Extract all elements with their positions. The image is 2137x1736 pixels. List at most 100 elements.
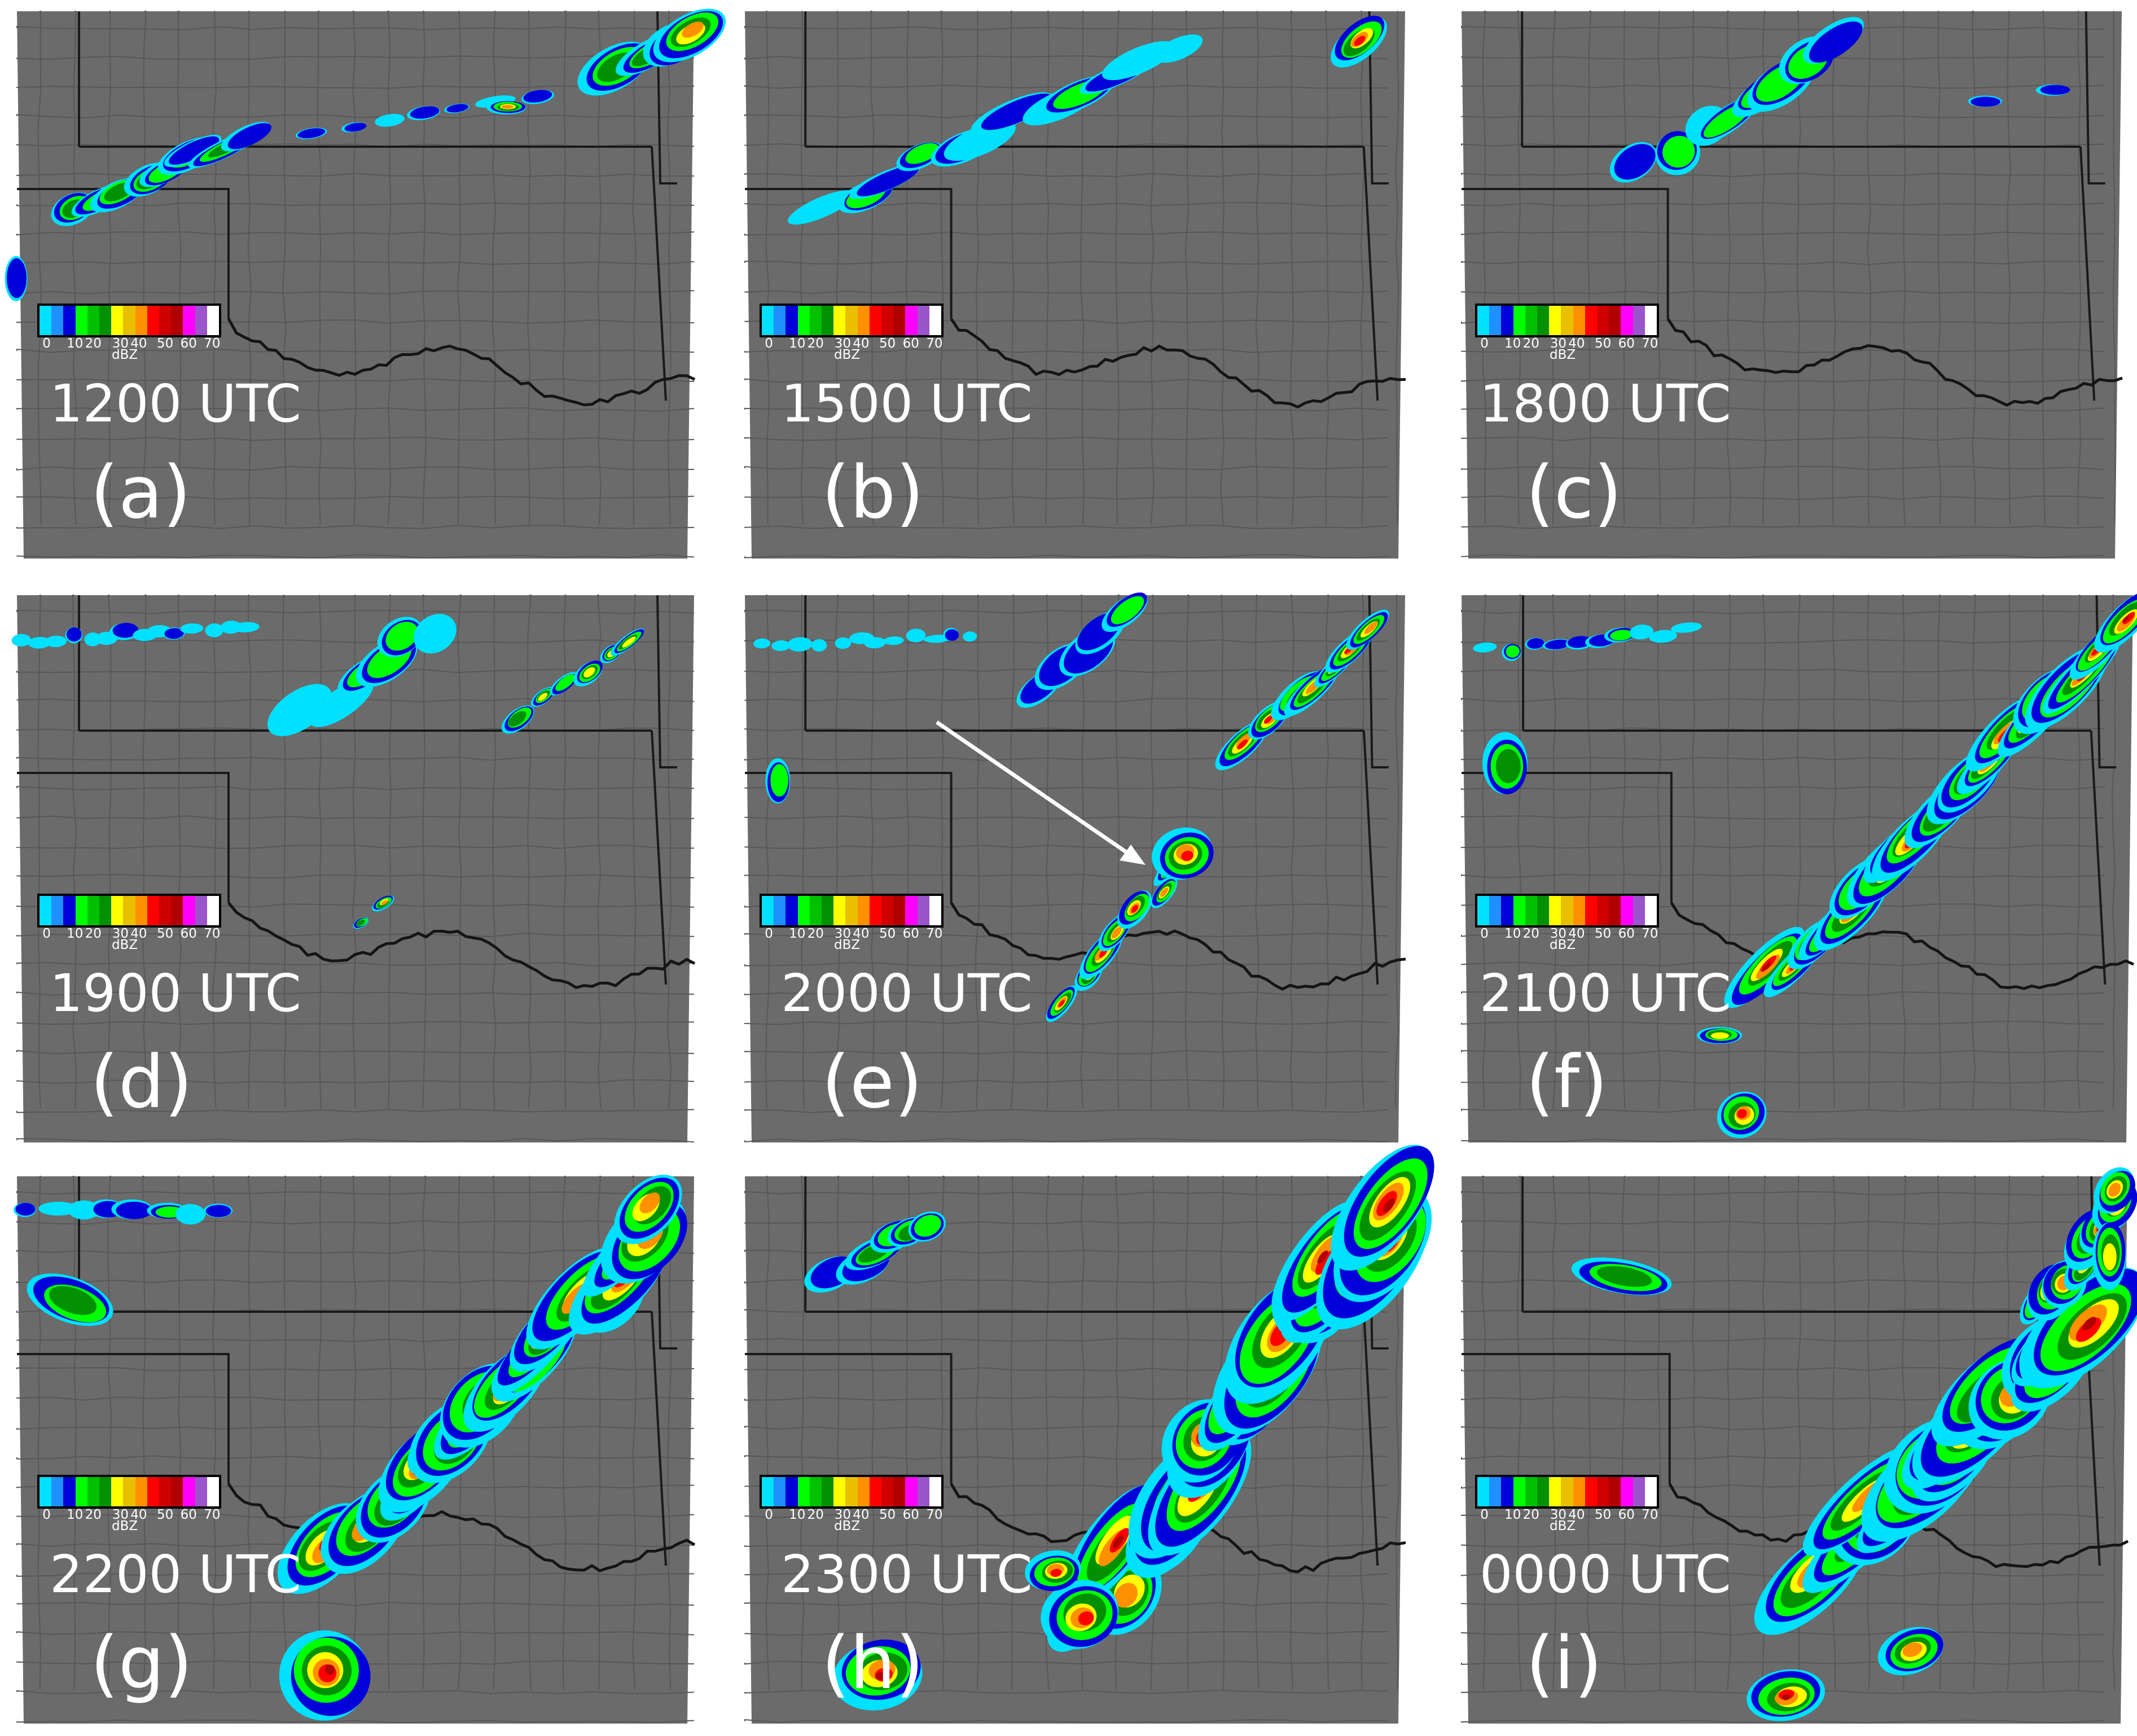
reflectivity-cell — [1046, 985, 1078, 1022]
colorbar-strip — [37, 1475, 221, 1509]
map-background — [1462, 1176, 2127, 1724]
state-boundary — [651, 730, 667, 985]
state-boundary — [656, 11, 677, 184]
county-line — [905, 595, 910, 1109]
colorbar-tick-label: 70 — [926, 1508, 943, 1522]
colorbar-swatch — [1537, 896, 1550, 925]
reflectivity-contour — [45, 635, 67, 648]
reflectivity-contour — [1160, 887, 1169, 897]
county-line — [16, 378, 695, 383]
state-boundary — [2085, 11, 2105, 184]
county-line — [744, 1138, 1389, 1142]
panel-letter-d: (d) — [90, 1040, 193, 1124]
colorbar-tick-label: 20 — [85, 926, 102, 941]
county-line — [1972, 11, 1976, 525]
reflectivity-contour — [787, 637, 813, 652]
county-line — [1255, 595, 1260, 1109]
reflectivity-contour — [1495, 749, 1521, 784]
state-boundary — [1362, 730, 1379, 985]
colorbar-swatch — [1609, 1477, 1621, 1506]
reflectivity-cell — [1102, 41, 1175, 81]
county-line — [1657, 1176, 1661, 1690]
state-boundary — [2079, 146, 2096, 401]
colorbar-swatch — [822, 306, 834, 335]
colorbar-tick-label: 50 — [1595, 1508, 1612, 1522]
county-line — [1657, 11, 1661, 525]
colorbar-swatch — [1597, 306, 1609, 335]
county-line — [1867, 595, 1871, 1109]
county-line — [744, 525, 1389, 529]
county-line — [836, 1176, 840, 1690]
county-line — [1461, 933, 2105, 937]
reflectivity-cell — [864, 637, 886, 649]
county-line — [16, 525, 695, 529]
colorbar-tick-label: 40 — [130, 1508, 147, 1522]
county-line — [744, 1190, 1389, 1196]
colorbar-swatch — [1513, 306, 1525, 335]
colorbar-swatch — [857, 1477, 870, 1506]
county-line — [744, 495, 1389, 500]
county-line — [16, 757, 695, 761]
colorbar-swatch — [75, 1477, 87, 1506]
reflectivity-cell — [38, 1202, 78, 1216]
reflectivity-cell — [279, 1630, 371, 1721]
radar-panel-i: 0 10 20 30 40 50 60 70 dBZ 0000 UTC (i) — [1461, 1167, 2137, 1724]
colorbar-swatch — [1561, 896, 1573, 925]
colorbar-tick-label: 10 — [789, 926, 806, 941]
county-line — [1461, 1455, 2105, 1460]
reflectivity-contour — [49, 1286, 97, 1315]
reflectivity-cell — [2094, 591, 2137, 653]
county-line — [2007, 11, 2011, 525]
radar-map-b — [744, 11, 1406, 559]
state-boundary — [17, 772, 230, 903]
reflectivity-contour — [2082, 1317, 2097, 1330]
colorbar-swatch — [111, 1477, 124, 1506]
colorbar-swatch — [111, 306, 124, 335]
colorbar-swatch — [207, 896, 220, 925]
reflectivity-cell — [614, 1175, 682, 1245]
reflectivity-cell — [610, 628, 644, 656]
county-line — [835, 595, 840, 1109]
county-line — [16, 785, 695, 790]
county-line — [16, 437, 695, 441]
reflectivity-contour — [112, 623, 139, 638]
colorbar-unit: dBZ — [834, 348, 861, 362]
county-line — [1220, 11, 1225, 525]
colorbar-swatch — [929, 896, 942, 925]
reflectivity-cell — [1025, 1550, 1081, 1591]
time-label-a: 1200 UTC — [50, 373, 301, 434]
colorbar-swatch — [822, 1477, 834, 1506]
reflectivity-cell — [221, 121, 271, 152]
reflectivity-cell — [1155, 34, 1203, 63]
reflectivity-cell — [163, 627, 185, 640]
colorbar-swatch — [63, 896, 76, 925]
county-line — [16, 1079, 695, 1084]
reflectivity-contour — [1902, 1642, 1923, 1657]
reflectivity-cell — [204, 1203, 233, 1218]
colorbar-tick-label: 30 — [1550, 926, 1566, 941]
county-line — [16, 1050, 695, 1054]
county-line — [1902, 11, 1906, 525]
colorbar-swatch — [1609, 896, 1621, 925]
county-line — [562, 1176, 567, 1690]
county-line — [16, 1021, 695, 1025]
county-line — [1727, 595, 1731, 1109]
colorbar-swatch — [1501, 896, 1513, 925]
county-line — [457, 595, 462, 1109]
reflectivity-cell — [2019, 1267, 2137, 1388]
reflectivity-contour — [1473, 642, 1497, 653]
reflectivity-contour — [1078, 1611, 1094, 1625]
county-line — [1692, 11, 1696, 525]
colorbar-swatch — [171, 1477, 183, 1506]
county-lines — [744, 1176, 1399, 1723]
county-line — [562, 11, 567, 525]
reflectivity-cell — [180, 623, 204, 634]
county-line — [16, 407, 695, 412]
colorbar-strip — [760, 1475, 944, 1509]
colorbar-swatch — [1549, 306, 1561, 335]
county-line — [387, 11, 392, 525]
colorbar-swatch — [159, 896, 172, 925]
colorbar-tick-label: 60 — [180, 1508, 197, 1522]
reflectivity-cell — [28, 636, 51, 649]
county-line — [1517, 1176, 1521, 1690]
